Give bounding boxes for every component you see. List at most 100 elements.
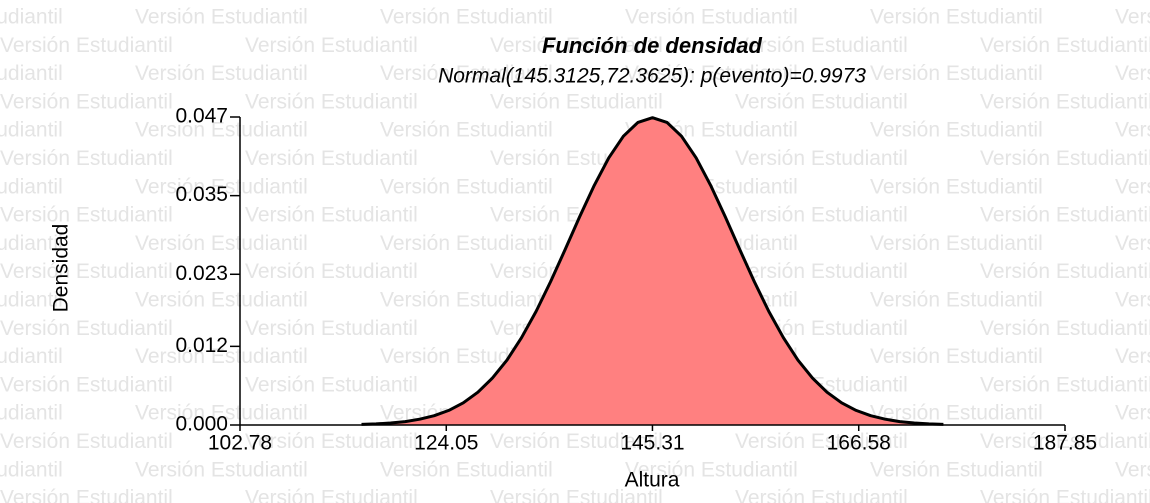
watermark: Versión Estudiantil [380, 289, 553, 312]
watermark: Versión Estudiantil [0, 6, 63, 29]
watermark: Versión Estudiantil [380, 62, 553, 85]
watermark: Versión Estudiantil [0, 232, 63, 255]
watermark: Versión Estudiantil [735, 147, 908, 170]
watermark: Versión Estudiantil [0, 175, 63, 198]
watermark: Versión Estudiantil [245, 373, 418, 396]
watermark: Versión Estudiantil [870, 6, 1043, 29]
density-area [361, 117, 944, 425]
x-tick-label: 124.05 [414, 432, 478, 455]
watermark: Versión Estudiantil [245, 317, 418, 340]
watermark: Versión Estudiantil [870, 289, 1043, 312]
watermark: Versión Estudiantil [735, 90, 908, 113]
watermark: Versión Estudiantil [0, 204, 173, 227]
watermark: Versión Estudiantil [980, 487, 1150, 503]
chart-title: Función de densidad [542, 33, 763, 58]
watermark: Versión Estudiantil [870, 119, 1043, 142]
watermark: Versión Estudiantil [0, 430, 173, 453]
watermark: Versión Estudiantil [980, 204, 1150, 227]
watermark: Versión Estudiantil [0, 373, 173, 396]
watermark: Versión Estudiantil [245, 204, 418, 227]
watermark: Versión Estudiantil [135, 232, 308, 255]
watermark: Versión Estudiantil [135, 62, 308, 85]
x-axis-label: Altura [625, 469, 680, 492]
watermark: Versión Estudiantil [625, 6, 798, 29]
x-tick-label: 145.31 [620, 432, 684, 455]
watermark: Versión Estudiantil [735, 430, 908, 453]
watermark: Versión Estudiantil [245, 90, 418, 113]
plot-layer: 0.000 0.012 0.023 0.035 0.047 102.78 124.05 145… [175, 105, 1097, 455]
watermark: Versión Estudiantil [380, 175, 553, 198]
watermark: Versión Estudiantil [1115, 402, 1150, 425]
watermark-layer: Versión Estudiantil Versión Estudiantil Ve… [0, 6, 1150, 503]
watermark: Versión Estudiantil [0, 119, 63, 142]
watermark: Versión Estudiantil [0, 458, 63, 481]
watermark: Versión Estudiantil [135, 458, 308, 481]
watermark: Versión Estudiantil [245, 430, 418, 453]
watermark: Versión Estudiantil [490, 34, 663, 57]
y-tick-label: 0.012 [175, 334, 228, 357]
watermark: Versión Estudiantil [870, 62, 1043, 85]
watermark: Versión Estudiantil [1115, 232, 1150, 255]
watermark: Versión Estudiantil [870, 232, 1043, 255]
watermark: Versión Estudiantil [0, 90, 173, 113]
watermark: Versión Estudiantil [870, 402, 1043, 425]
watermark: Versión Estudiantil [1115, 289, 1150, 312]
watermark: Versión Estudiantil [0, 317, 173, 340]
watermark: Versión Estudiantil [870, 175, 1043, 198]
watermark: Versión Estudiantil [980, 147, 1150, 170]
watermark: Versión Estudiantil [490, 430, 663, 453]
watermark: Versión Estudiantil [0, 402, 63, 425]
x-tick-label: 166.58 [827, 432, 891, 455]
watermark: Versión Estudiantil [1115, 345, 1150, 368]
x-tick-label: 187.85 [1033, 432, 1097, 455]
watermark: Versión Estudiantil [980, 90, 1150, 113]
watermark: Versión Estudiantil [0, 147, 173, 170]
watermark: Versión Estudiantil [380, 6, 553, 29]
y-tick-label: 0.023 [175, 262, 228, 285]
watermark: Versión Estudiantil [245, 487, 418, 503]
chart-subtitle: Normal(145.3125,72.3625): p(evento)=0.99… [438, 65, 866, 88]
watermark: Versión Estudiantil [980, 317, 1150, 340]
watermark: Versión Estudiantil [1115, 119, 1150, 142]
watermark: Versión Estudiantil [980, 34, 1150, 57]
watermark: Versión Estudiantil [1115, 175, 1150, 198]
watermark: Versión Estudiantil [380, 458, 553, 481]
watermark: Versión Estudiantil [0, 260, 173, 283]
watermark: Versión Estudiantil [490, 487, 663, 503]
watermark: Versión Estudiantil [135, 289, 308, 312]
watermark: Versión Estudiantil [0, 487, 173, 503]
watermark: Versión Estudiantil [980, 260, 1150, 283]
watermark: Versión Estudiantil [735, 204, 908, 227]
watermark: Versión Estudiantil [735, 260, 908, 283]
watermark: Versión Estudiantil [980, 430, 1150, 453]
watermark: Versión Estudiantil [0, 62, 63, 85]
watermark: Versión Estudiantil [0, 34, 173, 57]
watermark: Versión Estudiantil [380, 232, 553, 255]
watermark: Versión Estudiantil [490, 90, 663, 113]
watermark: Versión Estudiantil [625, 458, 798, 481]
watermark: Versión Estudiantil [625, 62, 798, 85]
watermark: Versión Estudiantil [1115, 458, 1150, 481]
watermark: Versión Estudiantil [980, 373, 1150, 396]
y-tick-label: 0.000 [175, 413, 228, 436]
y-tick-label: 0.035 [175, 183, 228, 206]
watermark: Versión Estudiantil [735, 487, 908, 503]
watermark: Versión Estudiantil [135, 345, 308, 368]
watermark: Versión Estudiantil [245, 34, 418, 57]
watermark: Versión Estudiantil [135, 119, 308, 142]
watermark: Versión Estudiantil [135, 175, 308, 198]
watermark: Versión Estudiantil [870, 458, 1043, 481]
watermark: Versión Estudiantil [0, 345, 63, 368]
watermark: Versión Estudiantil [735, 34, 908, 57]
density-line [361, 116, 944, 426]
watermark: Versión Estudiantil [245, 147, 418, 170]
watermark: Versión Estudiantil [0, 289, 63, 312]
x-tick-label: 102.78 [208, 432, 272, 455]
watermark: Versión Estudiantil [135, 402, 308, 425]
watermark: Versión Estudiantil [135, 6, 308, 29]
watermark: Versión Estudiantil [1115, 62, 1150, 85]
watermark: Versión Estudiantil [380, 119, 553, 142]
watermark: Versión Estudiantil [245, 260, 418, 283]
